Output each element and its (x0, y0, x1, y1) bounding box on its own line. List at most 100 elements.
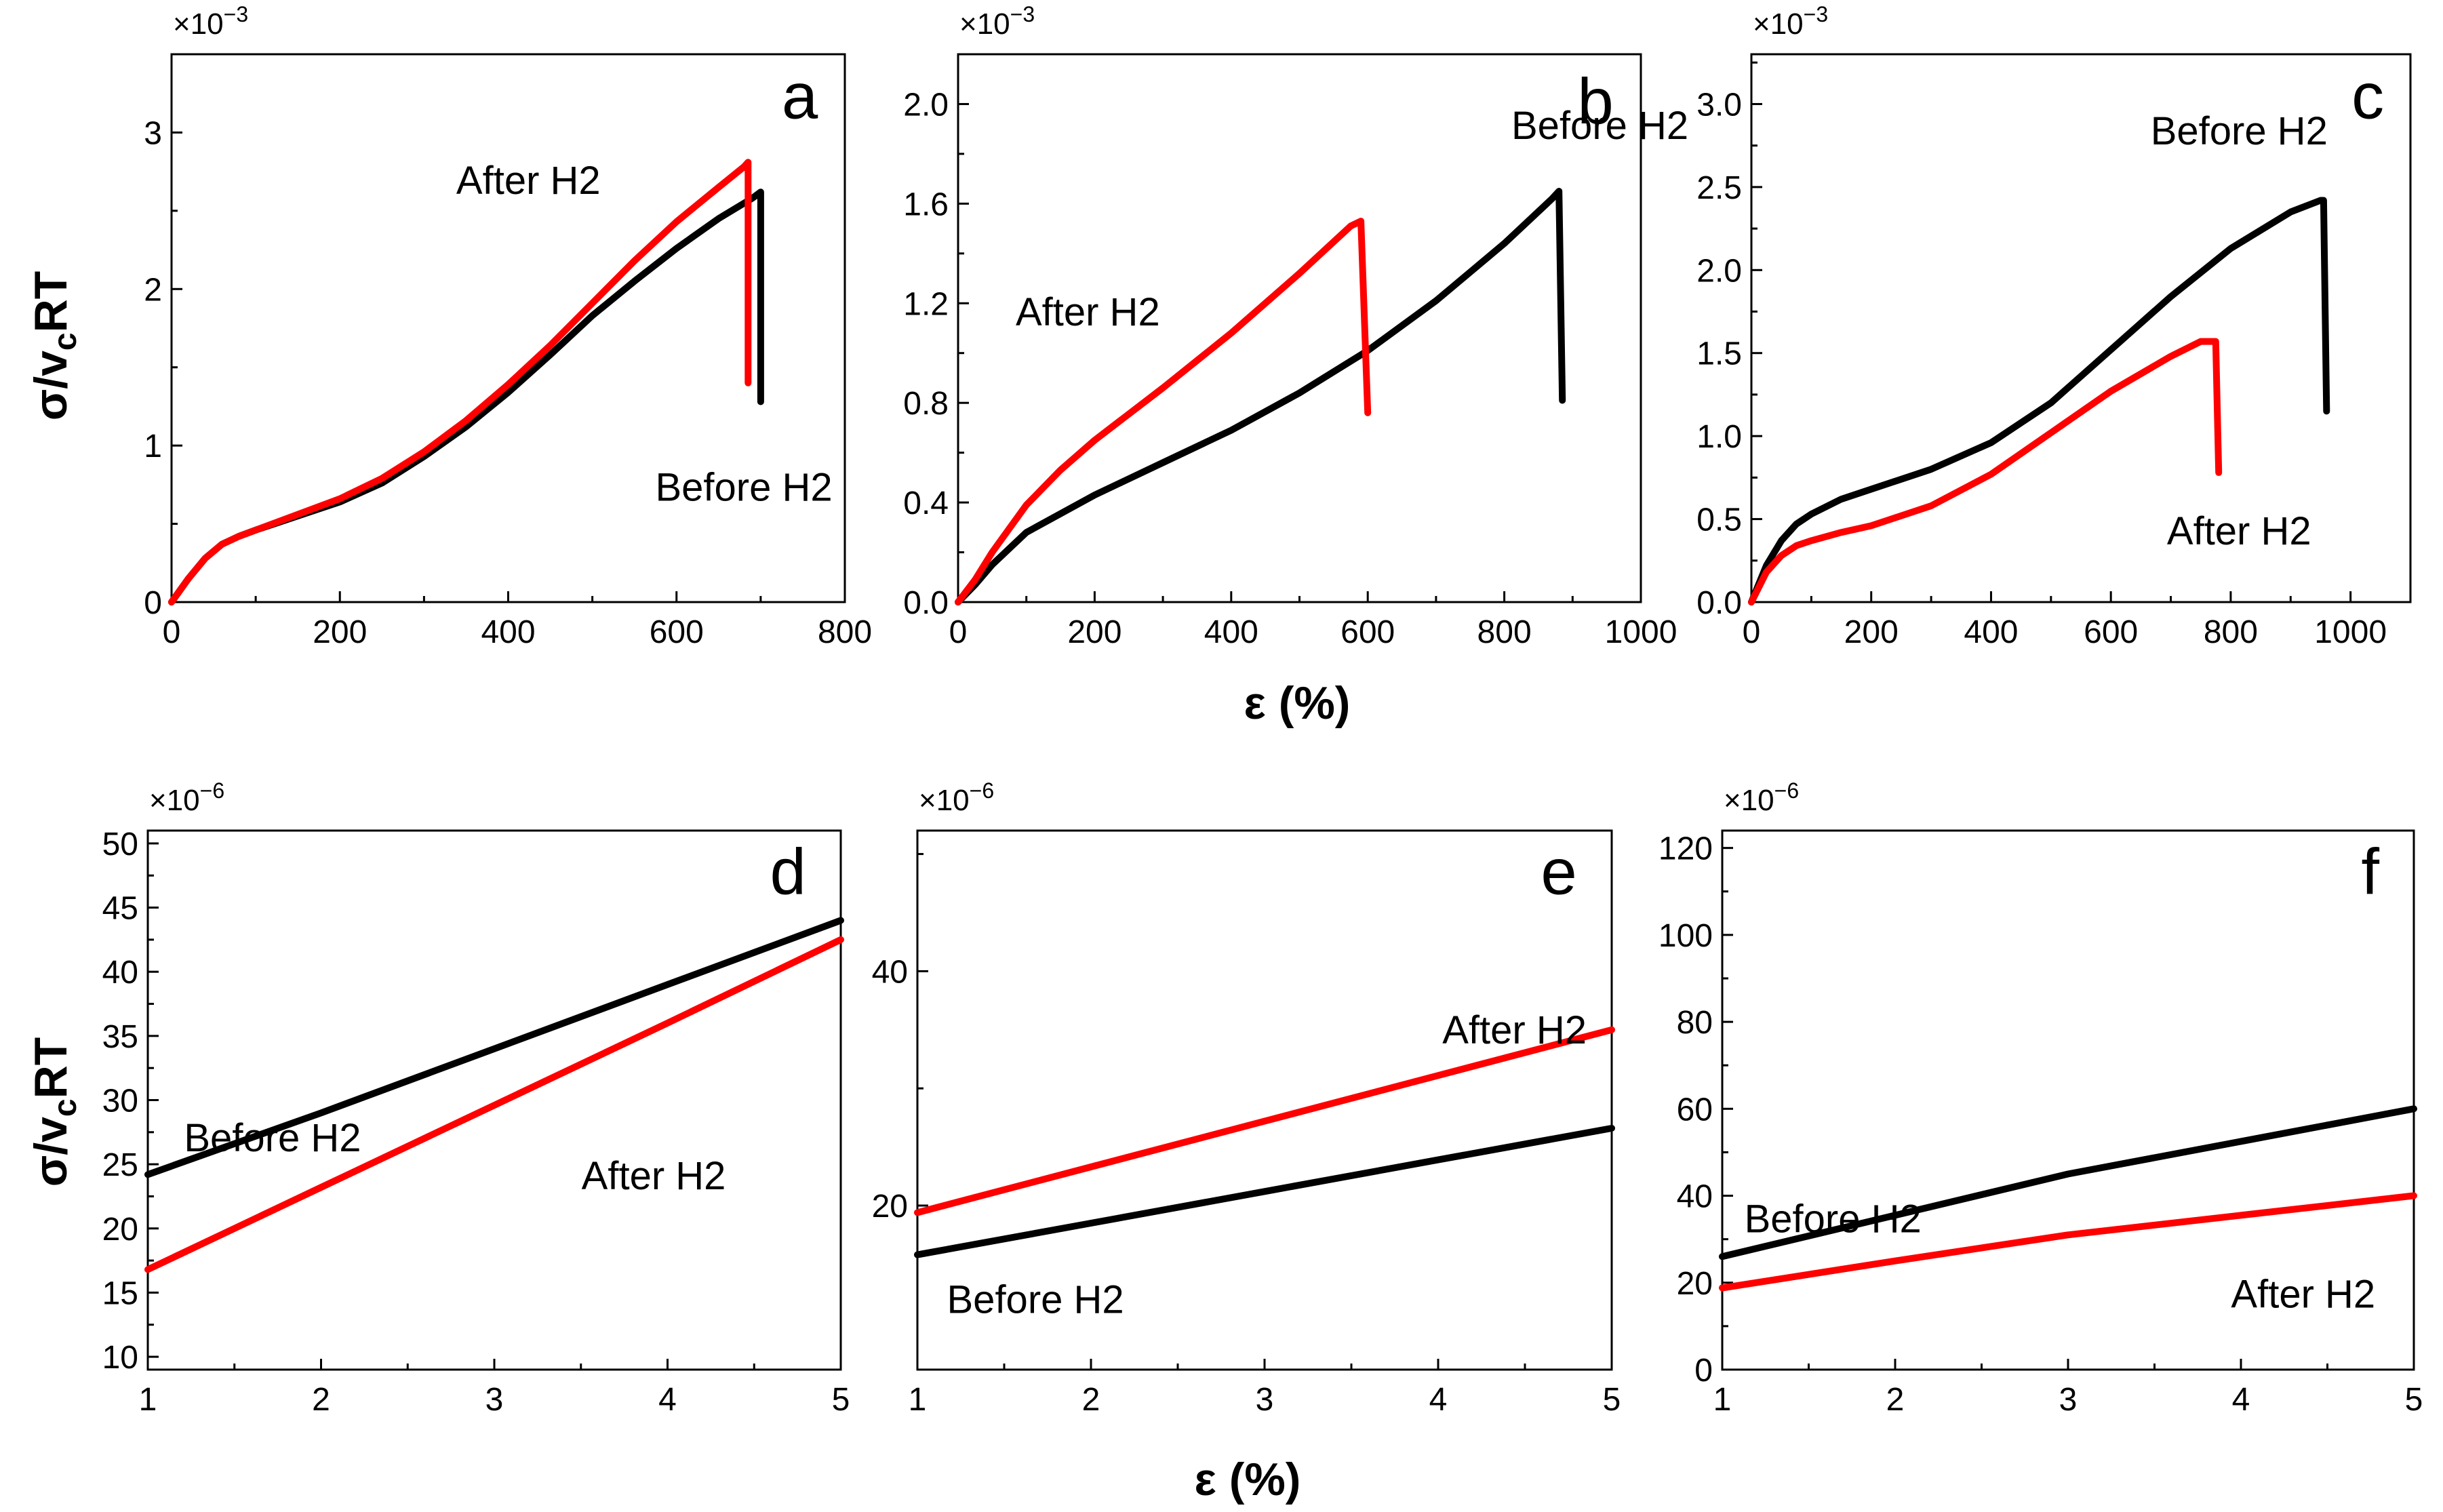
y-tick-label: 0.4 (903, 485, 949, 521)
y-tick-label: 100 (1659, 918, 1713, 954)
y-tick-label: 0.0 (1696, 585, 1742, 621)
y-tick-label: 2.0 (1696, 253, 1742, 289)
x-tick-label: 800 (818, 614, 872, 650)
x-tick-label: 5 (832, 1382, 850, 1418)
y-tick-label: 20 (1677, 1266, 1713, 1302)
y-tick-label: 1.2 (903, 286, 949, 322)
y-multiplier: ×10−3 (173, 2, 248, 41)
panel-f: 1 2 3 4 5 0 20 40 60 80 100 120 ×10−6 f Before H2 After… (1659, 778, 2423, 1418)
series-annotation: After H2 (2231, 1273, 2375, 1317)
x-tick-label: 800 (1477, 614, 1532, 650)
y-tick-label: 0.5 (1696, 502, 1742, 538)
plot-frame (146, 829, 842, 1371)
y-tick-label: 1.0 (1696, 419, 1742, 455)
y-tick-label: 120 (1659, 831, 1713, 867)
panel-letter: c (2351, 60, 2384, 133)
x-tick-label: 0 (163, 614, 181, 650)
panel-letter: f (2361, 836, 2379, 909)
panel-letter: a (782, 60, 818, 133)
x-tick-label: 0 (1743, 614, 1761, 650)
y-tick-label: 2.5 (1696, 170, 1742, 206)
x-tick-label: 5 (1603, 1382, 1621, 1418)
y-tick-label: 0.8 (903, 386, 949, 422)
series-annotation: Before H2 (1745, 1197, 1922, 1241)
x-tick-label: 200 (1067, 614, 1121, 650)
panel-letter: d (770, 836, 806, 909)
series-annotation: Before H2 (655, 465, 832, 509)
y-tick-label: 0.0 (903, 585, 949, 621)
series-line-after-h2 (168, 159, 752, 605)
y-tick-label: 3 (144, 115, 162, 151)
plot-frame (170, 53, 846, 603)
series-line-before-h2 (914, 1125, 1615, 1258)
panel-letter: b (1577, 66, 1613, 138)
x-tick-label: 200 (1844, 614, 1899, 650)
panel-c: 0 200 400 600 800 1000 0.0 0.5 1.0 1.5 2.0 2.5 3.0 ×1… (1696, 2, 2412, 650)
x-tick-label: 1000 (2314, 614, 2387, 650)
y-tick-label: 20 (102, 1212, 138, 1248)
y-multiplier: ×10−3 (1753, 2, 1828, 41)
x-tick-label: 2 (1082, 1382, 1100, 1418)
x-tick-label: 2 (312, 1382, 330, 1418)
x-tick-label: 3 (1256, 1382, 1274, 1418)
y-tick-label: 40 (102, 955, 138, 991)
series-line-after-h2 (955, 218, 1372, 605)
x-tick-label: 3 (485, 1382, 504, 1418)
x-tick-label: 0 (949, 614, 968, 650)
series-line-before-h2 (1719, 1105, 2417, 1260)
x-axis-title-bottom: ε (%) (1195, 1454, 1301, 1505)
x-tick-label: 1 (139, 1382, 157, 1418)
y-tick-label: 50 (102, 827, 138, 862)
x-tick-label: 200 (313, 614, 367, 650)
y-tick-label: 2.0 (903, 87, 949, 123)
x-tick-label: 1 (909, 1382, 927, 1418)
y-tick-label: 20 (872, 1189, 908, 1225)
x-tick-label: 800 (2204, 614, 2258, 650)
x-axis-title-top: ε (%) (1244, 677, 1351, 729)
series-annotation: After H2 (2167, 509, 2311, 553)
y-tick-label: 1 (144, 429, 162, 464)
series-line-before-h2 (144, 917, 844, 1178)
x-tick-label: 1000 (1605, 614, 1677, 650)
panel-a: 0 200 400 600 800 0 1 2 3 ×10−3 a After H2 Before H2 (144, 2, 872, 650)
y-tick-label: 40 (1677, 1179, 1713, 1215)
series-annotation: After H2 (582, 1154, 726, 1198)
y-tick-label: 25 (102, 1147, 138, 1183)
x-tick-label: 2 (1886, 1382, 1905, 1418)
series-line-after-h2 (1748, 338, 2223, 605)
x-tick-label: 400 (1204, 614, 1258, 650)
x-tick-label: 400 (481, 614, 535, 650)
series-annotation: After H2 (1016, 290, 1160, 334)
series-annotation: After H2 (1442, 1008, 1587, 1052)
y-tick-label: 0 (144, 585, 162, 621)
y-tick-label: 80 (1677, 1005, 1713, 1041)
y-tick-label: 30 (102, 1083, 138, 1119)
x-tick-label: 4 (1429, 1382, 1448, 1418)
y-axis-title-top: σ/vcRT (25, 271, 83, 421)
panel-b: 0 200 400 600 800 1000 0.0 0.4 0.8 1.2 1.6 2.0 ×10−3… (903, 2, 1688, 650)
y-multiplier: ×10−6 (1724, 778, 1799, 817)
series-annotation: Before H2 (184, 1116, 361, 1160)
y-axis-title-bottom: σ/vcRT (25, 1037, 83, 1187)
x-tick-label: 4 (658, 1382, 677, 1418)
y-multiplier: ×10−3 (959, 2, 1035, 41)
series-line-after-h2 (914, 1026, 1615, 1216)
y-tick-label: 15 (102, 1275, 138, 1311)
y-tick-label: 2 (144, 272, 162, 308)
panel-e: 1 2 3 4 5 20 40 ×10−6 e After H2 Before H2 (872, 778, 1621, 1418)
x-tick-label: 3 (2059, 1382, 2078, 1418)
x-tick-label: 600 (2084, 614, 2138, 650)
series-line-before-h2 (955, 188, 1566, 605)
y-tick-label: 0 (1694, 1353, 1713, 1389)
y-tick-label: 1.6 (903, 186, 949, 222)
series-annotation: Before H2 (1511, 104, 1688, 148)
x-tick-label: 600 (650, 614, 704, 650)
x-tick-label: 400 (1964, 614, 2018, 650)
series-line-before-h2 (1748, 197, 2330, 605)
x-tick-label: 4 (2232, 1382, 2250, 1418)
series-line-before-h2 (168, 188, 764, 605)
y-tick-label: 1.5 (1696, 336, 1742, 372)
x-tick-label: 5 (2405, 1382, 2423, 1418)
y-multiplier: ×10−6 (149, 778, 224, 817)
